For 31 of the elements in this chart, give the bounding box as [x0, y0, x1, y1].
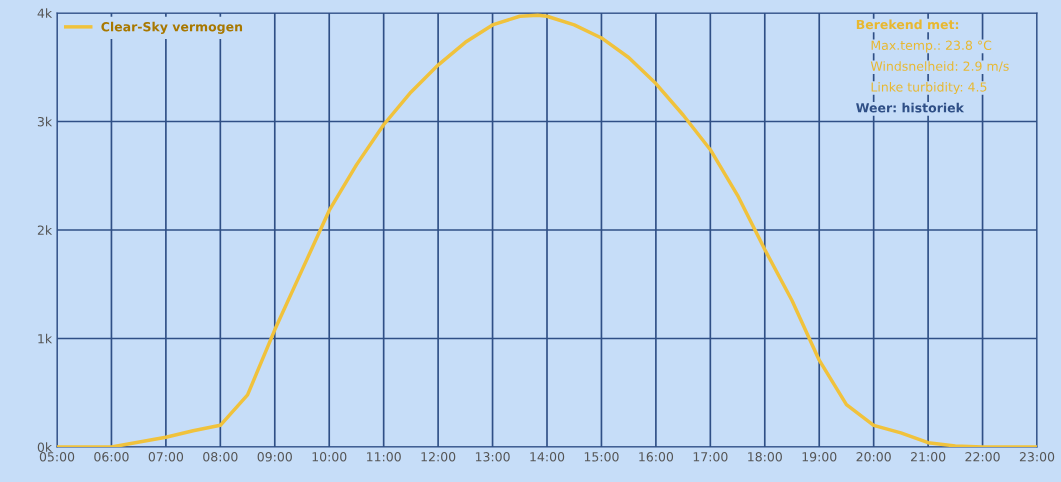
- x-tick-label: 11:00: [367, 452, 401, 462]
- y-tick-label: 1k: [38, 333, 53, 344]
- annotation: Windsnelheid: 2.9 m/s: [870, 61, 1009, 72]
- x-tick-label: 05:00: [39, 452, 75, 462]
- y-tick-label: 4k: [37, 8, 53, 18]
- x-tick-label: 16:00: [639, 452, 674, 462]
- x-tick-label: 07:00: [148, 452, 184, 462]
- x-tick-label: 22:00: [965, 452, 1000, 462]
- x-tick-label: 14:00: [530, 452, 565, 462]
- legend-label: Clear-Sky vermogen: [101, 21, 243, 34]
- line-series: [57, 13, 1037, 447]
- annotation: Weer: historiek: [856, 102, 965, 113]
- x-tick-label: 08:00: [203, 452, 238, 462]
- x-tick-label: 19:00: [802, 452, 837, 462]
- x-tick-label: 15:00: [584, 452, 619, 462]
- annotation: Max.temp.: 23.8 °C: [871, 40, 992, 53]
- x-tick-label: 09:00: [257, 452, 292, 462]
- y-tick-label: 0k: [37, 442, 53, 452]
- x-tick-label: 18:00: [748, 452, 782, 462]
- y-tick-label: 3k: [37, 116, 53, 127]
- annotation: Berekend met:: [856, 19, 959, 30]
- y-tick-label: 2k: [37, 225, 53, 235]
- x-tick-label: 10:00: [312, 452, 347, 462]
- x-tick-label: 20:00: [856, 452, 891, 462]
- x-tick-label: 13:00: [475, 452, 510, 462]
- annotation: Linke turbidity: 4.5: [871, 82, 987, 95]
- x-tick-label: 06:00: [94, 452, 129, 462]
- x-tick-label: 23:00: [1019, 452, 1055, 462]
- x-tick-label: 17:00: [693, 452, 728, 462]
- x-tick-label: 21:00: [911, 452, 946, 462]
- x-tick-label: 12:00: [421, 452, 456, 462]
